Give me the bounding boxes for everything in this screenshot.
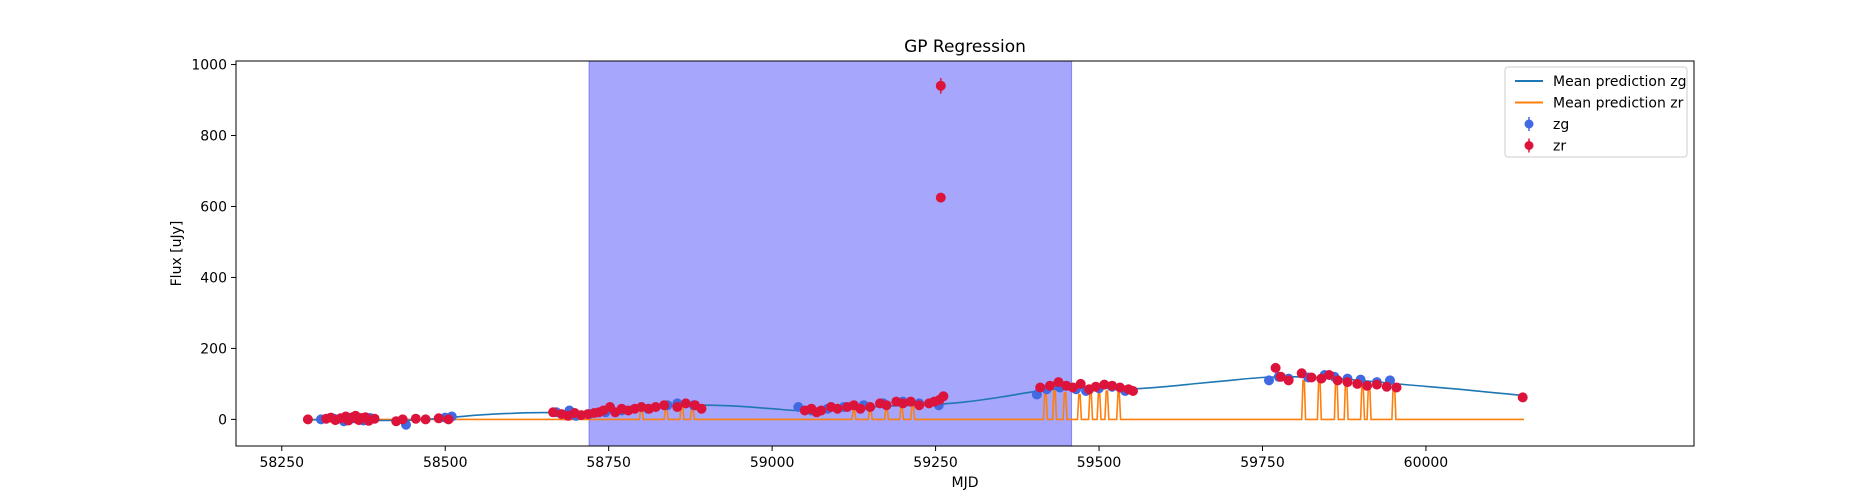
zr-data-point [935,192,946,203]
y-tick-label: 0 [218,412,227,428]
zr-data-point [855,403,866,414]
legend-entry-zr-points-label: zr [1553,139,1566,155]
zr-data-point [865,402,876,412]
y-axis-ticks: 0 200 400 600 800 1000 [191,58,236,428]
x-tick-label: 58500 [423,455,468,471]
x-tick-label: 60000 [1404,455,1449,471]
x-tick-label: 59000 [750,455,795,471]
x-tick-label: 59750 [1240,455,1285,471]
zr-data-point [650,402,661,412]
plot-frame [235,60,1695,447]
zr-data-point [420,414,431,425]
legend-box [1504,66,1688,158]
y-tick-label: 400 [200,270,227,286]
zr-data-point [1517,392,1528,403]
zr-data-point [636,402,647,412]
zr-data-point [659,400,670,411]
mean-prediction-zr-line [307,376,1524,421]
y-tick-label: 200 [200,341,227,357]
zr-data-point [369,413,380,424]
zr-data-point [905,396,916,407]
y-tick-label: 800 [200,129,227,145]
zr-data-point [548,407,559,418]
zr-data-point [816,405,827,416]
zr-data-point [1053,377,1064,388]
x-axis-ticks: 58250 58500 58750 59000 59250 59500 59750 60000 [259,446,1448,471]
zr-data-point [302,414,313,425]
legend-entry-zr-points-swatch [1524,141,1534,150]
legend-entry-zg-line-label: Mean prediction zg [1553,74,1687,90]
y-tick-label: 1000 [191,58,227,74]
y-axis-label: Flux [uJy] [169,221,185,287]
legend-entry-zg-points-swatch [1524,119,1534,129]
zr-data-point [1306,372,1317,383]
highlight-span [588,60,1073,447]
zr-data-point [1115,382,1125,393]
zr-data-point [832,403,843,414]
x-tick-label: 59500 [1077,455,1122,471]
zr-data-point [881,400,892,411]
legend: Mean prediction zg Mean prediction zr zg zr [1504,66,1688,158]
zr-data-point [1099,379,1110,390]
zr-data-point [1275,371,1286,382]
zr-data-point [1316,373,1327,384]
zr-data-point [397,414,408,425]
zr-data-point [410,413,421,424]
zr-data-point [914,400,925,411]
zr-data-point [1391,382,1402,393]
zr-data-point [1342,377,1353,388]
x-tick-label: 58250 [259,455,304,471]
zr-data-point [1270,362,1281,373]
zr-data-point [897,398,908,409]
zr-data-point [1296,368,1307,379]
zr-data-point [1283,375,1294,386]
zr-data-point [672,402,683,412]
zr-data-point [1362,380,1373,391]
highlight-span-group [588,60,1073,447]
zr-data-point [1371,379,1382,390]
legend-entry-zr-line-label: Mean prediction zr [1553,96,1684,112]
zr-data-point [1324,370,1335,380]
zr-data-point [1035,382,1046,393]
x-tick-label: 59250 [913,455,958,471]
y-tick-label: 600 [200,199,227,215]
zr-data-point [433,413,444,424]
zr-data-point [1128,386,1138,396]
zr-data-point [696,403,707,414]
zg-data-point [1264,375,1274,386]
zr-data-point [938,391,949,402]
chart-title: GP Regression [904,37,1026,57]
zr-data-point [1090,381,1101,392]
zr-data-point [1075,378,1086,389]
zr-data-point [1107,380,1118,391]
zr-data-point [1332,375,1343,386]
zr-data-point [443,414,454,425]
legend-entry-zg-points-label: zg [1553,117,1569,133]
x-axis-label: MJD [952,475,979,491]
zr-data-point [1352,378,1363,389]
zr-data-point [1381,381,1392,392]
zr-data-point [1067,382,1078,393]
data-points [302,78,1528,430]
x-tick-label: 58750 [586,455,631,471]
zr-data-point [680,398,691,409]
zr-data-point [1045,380,1055,391]
